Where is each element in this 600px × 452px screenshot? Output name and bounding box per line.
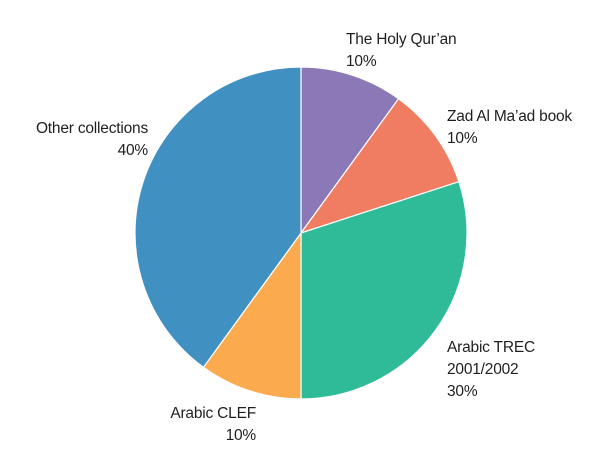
slice-label-other-collections: Other collections [36,120,148,137]
pie-slice-arabic-trec [300,180,468,400]
slice-label-zad-al-maad: Zad Al Ma’ad book [447,108,572,125]
slice-label-arabic-trec-line2: 2001/2002 [447,361,518,378]
slice-value-other-collections: 40% [118,142,149,159]
pie-slice-zad-al-maad [299,97,460,235]
pie-slice-holy-quran [300,66,400,235]
slice-label-arabic-trec-line1: Arabic TREC [447,339,535,356]
slice-value-arabic-trec: 30% [447,383,478,400]
slice-value-zad-al-maad: 10% [447,130,478,147]
pie-slice-arabic-clef [202,231,302,400]
pie-slices [134,66,468,400]
slice-value-arabic-clef: 10% [226,427,257,444]
pie-slice-other-collections [134,66,302,369]
slice-label-arabic-clef: Arabic CLEF [170,405,256,422]
slice-value-holy-quran: 10% [346,53,377,70]
slice-label-holy-quran: The Holy Qur’an [346,31,456,48]
pie-labels: The Holy Qur’an 10% Zad Al Ma’ad book 10… [36,31,573,444]
